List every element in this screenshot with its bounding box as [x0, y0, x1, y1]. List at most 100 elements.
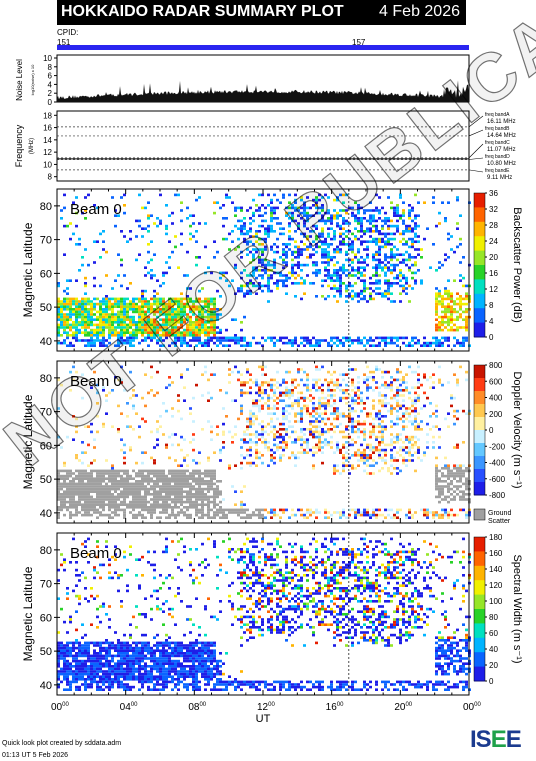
- colorbar-tick-label: 200: [489, 410, 503, 419]
- lat-ytick-label: 60: [40, 440, 52, 452]
- freq-band-pointer: [468, 157, 484, 160]
- isee-logo: ISEE: [470, 726, 522, 753]
- colorbar-tick-label: 28: [489, 221, 498, 230]
- freq-band-pointer: [468, 169, 484, 173]
- colorbar-tick-label: -800: [489, 491, 506, 500]
- cpid-bar: [57, 45, 469, 50]
- colorbar-swatch: [474, 308, 485, 324]
- lat-ytick-label: 80: [40, 545, 52, 557]
- lat-ytick-label: 70: [40, 235, 52, 247]
- colorbar-tick-label: 600: [489, 377, 503, 386]
- colorbar-swatch: [474, 265, 485, 280]
- colorbar-swatch: [474, 652, 485, 668]
- colorbar-swatch: [474, 551, 485, 567]
- freq-band-value: 10.80 MHz: [487, 161, 516, 167]
- beam-label: Beam 0: [70, 201, 122, 218]
- colorbar-swatch: [474, 207, 485, 223]
- panel-3-group: 80 70 60 50 40 Magnetic Latitude Beam 0 180 160 1…: [21, 532, 523, 696]
- colorbar-swatch: [474, 666, 485, 682]
- colorbar-tick-label: 8: [489, 301, 494, 310]
- colorbar-swatch: [474, 430, 485, 444]
- colorbar-swatch: [474, 623, 485, 639]
- colorbar-swatch: [474, 537, 485, 552]
- colorbar-tick-label: 160: [489, 549, 503, 558]
- colorbar-swatch: [474, 609, 485, 624]
- freq-band-label: freq bandC: [485, 140, 510, 146]
- noise-ytick-label: 10: [43, 54, 52, 63]
- colorbar-frame: [473, 192, 486, 338]
- lat-ytick-label: 50: [40, 302, 52, 314]
- ground-scatter-swatch: [473, 508, 486, 521]
- panel-3-echoes: [57, 537, 471, 691]
- colorbar-swatch: [474, 482, 485, 496]
- freq-ytick-label: 12: [43, 148, 52, 157]
- freq-band-pointer: [468, 129, 484, 137]
- colorbar-tick-label: 60: [489, 629, 498, 638]
- ground-scatter-label: Scatter: [488, 518, 511, 525]
- colorbar-tick-label: 32: [489, 205, 498, 214]
- colorbar-swatch: [474, 637, 485, 653]
- colorbar-tick-label: 800: [489, 361, 503, 370]
- colorbar-tick-label: 180: [489, 533, 503, 542]
- colorbar-swatch: [474, 469, 485, 483]
- footer-timestamp: 01:13 UT 5 Feb 2026: [2, 752, 69, 759]
- colorbar-tick-label: -600: [489, 475, 506, 484]
- ut-xtick-label: 0000: [463, 702, 481, 713]
- colorbar-tick-label: 400: [489, 394, 503, 403]
- ut-xtick-label: 1600: [326, 702, 344, 713]
- ut-xtick-label: 2000: [394, 702, 412, 713]
- freq-band-pointer: [468, 143, 484, 159]
- colorbar-swatch: [474, 293, 485, 309]
- colorbar-tick-label: 100: [489, 597, 503, 606]
- colorbar-swatch: [474, 322, 485, 338]
- freq-band-label: freq bandB: [485, 126, 510, 132]
- colorbar-swatch: [474, 456, 485, 470]
- colorbar-tick-label: 40: [489, 645, 498, 654]
- ut-xtick-label: 1200: [257, 702, 275, 713]
- colorbar-swatch: [474, 365, 485, 379]
- freq-ytick-label: 10: [43, 160, 52, 169]
- noise-ylabel-sub: log10(noise) x 10: [30, 64, 35, 95]
- colorbar-tick-label: 12: [489, 285, 498, 294]
- colorbar-swatch: [474, 378, 485, 392]
- freq-ylabel: Frequency: [14, 124, 24, 167]
- noise-ylabel: Noise Level: [15, 59, 24, 101]
- colorbar-tick-label: 20: [489, 661, 498, 670]
- freq-ytick-label: 14: [43, 136, 52, 145]
- cpid-label: CPID:: [57, 28, 79, 37]
- colorbar-swatch: [474, 236, 485, 252]
- plot-title: HOKKAIDO RADAR SUMMARY PLOT: [61, 3, 344, 20]
- colorbar-tick-label: 0: [489, 426, 494, 435]
- ground-scatter-label: Ground: [488, 510, 511, 517]
- lat-ytick-label: 50: [40, 646, 52, 658]
- colorbar-tick-label: -400: [489, 459, 506, 468]
- freq-band-value: 11.07 MHz: [487, 147, 516, 153]
- noise-trace: [57, 80, 469, 102]
- lat-ytick-label: 60: [40, 268, 52, 280]
- lat-ytick-label: 80: [40, 373, 52, 385]
- freq-band-value: 14.64 MHz: [487, 133, 516, 139]
- footer-created-by: Quick look plot created by sddata.adm: [2, 740, 122, 747]
- colorbar-tick-label: 140: [489, 565, 503, 574]
- freq-band-label: freq bandE: [485, 168, 510, 174]
- colorbar-label: Doppler Velocity (m s⁻¹): [511, 371, 523, 488]
- freq-ytick-label: 16: [43, 124, 52, 133]
- colorbar-swatch: [474, 594, 485, 610]
- cpid-value-2: 157: [352, 38, 366, 47]
- panel-1-echoes: [57, 193, 471, 347]
- colorbar-tick-label: 0: [489, 677, 494, 686]
- colorbar-tick-label: 20: [489, 253, 498, 262]
- colorbar-swatch: [474, 391, 485, 405]
- colorbar-label: Spectral Width (m s⁻¹): [511, 554, 523, 663]
- colorbar-tick-label: -200: [489, 442, 506, 451]
- ut-xtick-label: 0400: [120, 702, 138, 713]
- lat-ylabel: Magnetic Latitude: [21, 566, 35, 661]
- freq-band-value: 9.11 MHz: [487, 175, 512, 181]
- plot-date: 4 Feb 2026: [379, 3, 460, 20]
- panel-2-echoes: [57, 365, 471, 519]
- lat-ytick-label: 50: [40, 474, 52, 486]
- beam-label: Beam 0: [70, 545, 122, 562]
- ut-xtick-label: 0800: [188, 702, 206, 713]
- beam-label: Beam 0: [70, 373, 122, 390]
- noise-ytick-label: 8: [48, 63, 53, 72]
